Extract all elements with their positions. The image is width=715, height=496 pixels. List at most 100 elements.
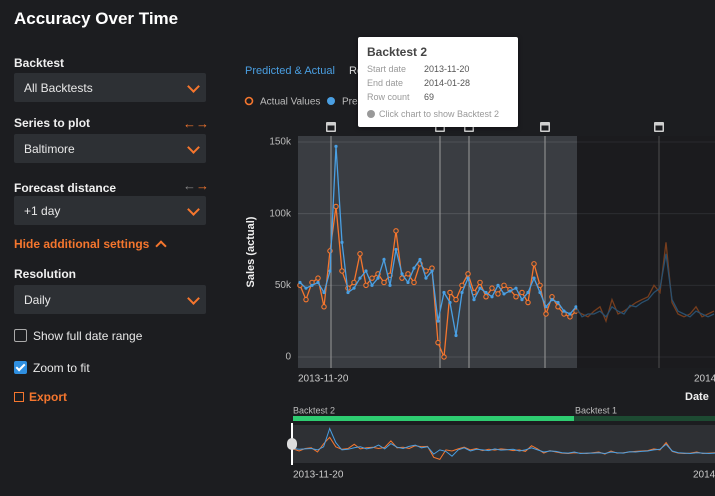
data-point: [424, 276, 428, 280]
data-point: [370, 283, 374, 287]
data-point: [363, 282, 369, 289]
out-of-range-shade: [577, 136, 715, 368]
data-point: [537, 282, 543, 289]
data-point: [454, 333, 458, 338]
tooltip-value: 2013-11-20: [424, 64, 470, 74]
nav-arrows[interactable]: ←→: [183, 116, 209, 131]
data-point: [358, 276, 362, 280]
overview-start: 2013-11-20: [293, 470, 344, 481]
data-point: [465, 271, 471, 277]
data-point: [526, 290, 530, 295]
export-text: Export: [29, 390, 68, 404]
tooltip: Backtest 2 Start date 2013-11-20 End dat…: [358, 37, 518, 127]
x-tick-label: 2014: [694, 374, 715, 385]
data-point: [340, 240, 344, 244]
checkbox[interactable]: [14, 361, 27, 374]
data-point: [442, 290, 446, 295]
legend-marker: [244, 96, 254, 106]
data-point: [478, 286, 482, 290]
y-axis-label: Sales (actual): [245, 216, 257, 287]
backtest-bar[interactable]: [574, 416, 715, 421]
calendar-icon-inner: [436, 125, 444, 131]
data-point: [406, 280, 410, 285]
backtest-bar[interactable]: [293, 416, 574, 421]
data-point: [508, 289, 512, 293]
tooltip-title: Backtest 2: [367, 45, 428, 59]
legend-label: Actual Values: [260, 97, 320, 108]
export-button[interactable]: Export: [14, 390, 67, 404]
nav-arrows[interactable]: ←→: [183, 178, 209, 193]
data-point: [382, 257, 386, 262]
data-point: [550, 298, 554, 302]
y-tick-label: 0: [285, 352, 291, 363]
range-handle-grip[interactable]: [287, 438, 297, 450]
data-point: [490, 295, 494, 299]
data-point: [298, 280, 302, 285]
tab[interactable]: Predicted & Actual: [245, 65, 335, 77]
x-tick-label: 2013-11-20: [298, 374, 349, 385]
tooltip-key: Row count: [367, 92, 410, 102]
dropdown-value: Daily: [24, 293, 51, 307]
checkbox-label: Zoom to fit: [33, 361, 90, 375]
data-point: [448, 300, 452, 305]
calendar-icon-inner: [655, 125, 663, 131]
data-point: [393, 228, 399, 234]
overview-end: 2014: [693, 470, 715, 481]
data-point: [339, 268, 345, 274]
tooltip-key: Start date: [367, 64, 407, 74]
data-point: [304, 286, 308, 290]
y-tick-label: 100k: [269, 208, 292, 219]
data-point: [502, 292, 506, 296]
toggle-settings[interactable]: Hide additional settings: [14, 237, 167, 252]
y-tick-label: 50k: [275, 280, 292, 291]
data-point: [495, 291, 501, 297]
checkbox[interactable]: [14, 329, 27, 342]
data-point: [556, 300, 560, 305]
backtest-label: Backtest 1: [575, 405, 617, 415]
data-point: [435, 339, 441, 346]
data-point: [477, 279, 483, 286]
page-title: Accuracy Over Time: [14, 9, 179, 28]
tooltip-value: 2014-01-28: [424, 78, 471, 88]
dropdown[interactable]: Baltimore: [14, 134, 206, 163]
data-point: [394, 247, 398, 252]
y-tick-label: 150k: [269, 137, 292, 148]
data-point: [400, 272, 404, 276]
data-point: [466, 276, 470, 280]
data-point: [322, 290, 326, 295]
data-point: [315, 275, 321, 281]
data-point: [334, 144, 338, 148]
dropdown-value: All Backtests: [24, 81, 93, 95]
calendar-icon-inner: [541, 125, 549, 131]
dropdown[interactable]: +1 day: [14, 196, 206, 225]
legend-marker: [327, 97, 335, 105]
data-point: [460, 290, 464, 295]
data-point: [531, 261, 537, 267]
data-point: [405, 271, 411, 277]
data-point: [574, 305, 578, 309]
data-point: [418, 257, 422, 262]
data-point: [381, 279, 387, 286]
field-label: Forecast distance: [14, 181, 117, 195]
dropdown[interactable]: Daily: [14, 285, 206, 314]
data-point: [525, 299, 531, 306]
data-point: [364, 269, 368, 273]
dropdown-value: +1 day: [24, 204, 61, 218]
overview-bg: [293, 425, 715, 463]
data-point: [543, 311, 549, 317]
calendar-icon-inner: [327, 125, 335, 131]
data-point: [436, 319, 440, 323]
data-point: [376, 276, 380, 280]
data-point: [472, 298, 476, 302]
data-point: [441, 354, 447, 360]
tooltip-hint: Click chart to show Backtest 2: [367, 109, 499, 119]
field-label: Backtest: [14, 56, 65, 70]
dropdown[interactable]: All Backtests: [14, 73, 206, 102]
calendar-icon-inner: [465, 125, 473, 131]
data-point: [562, 309, 566, 313]
data-point: [520, 298, 524, 302]
data-point: [555, 304, 561, 310]
data-point: [351, 279, 357, 286]
data-point: [321, 304, 327, 310]
data-point: [483, 294, 489, 300]
